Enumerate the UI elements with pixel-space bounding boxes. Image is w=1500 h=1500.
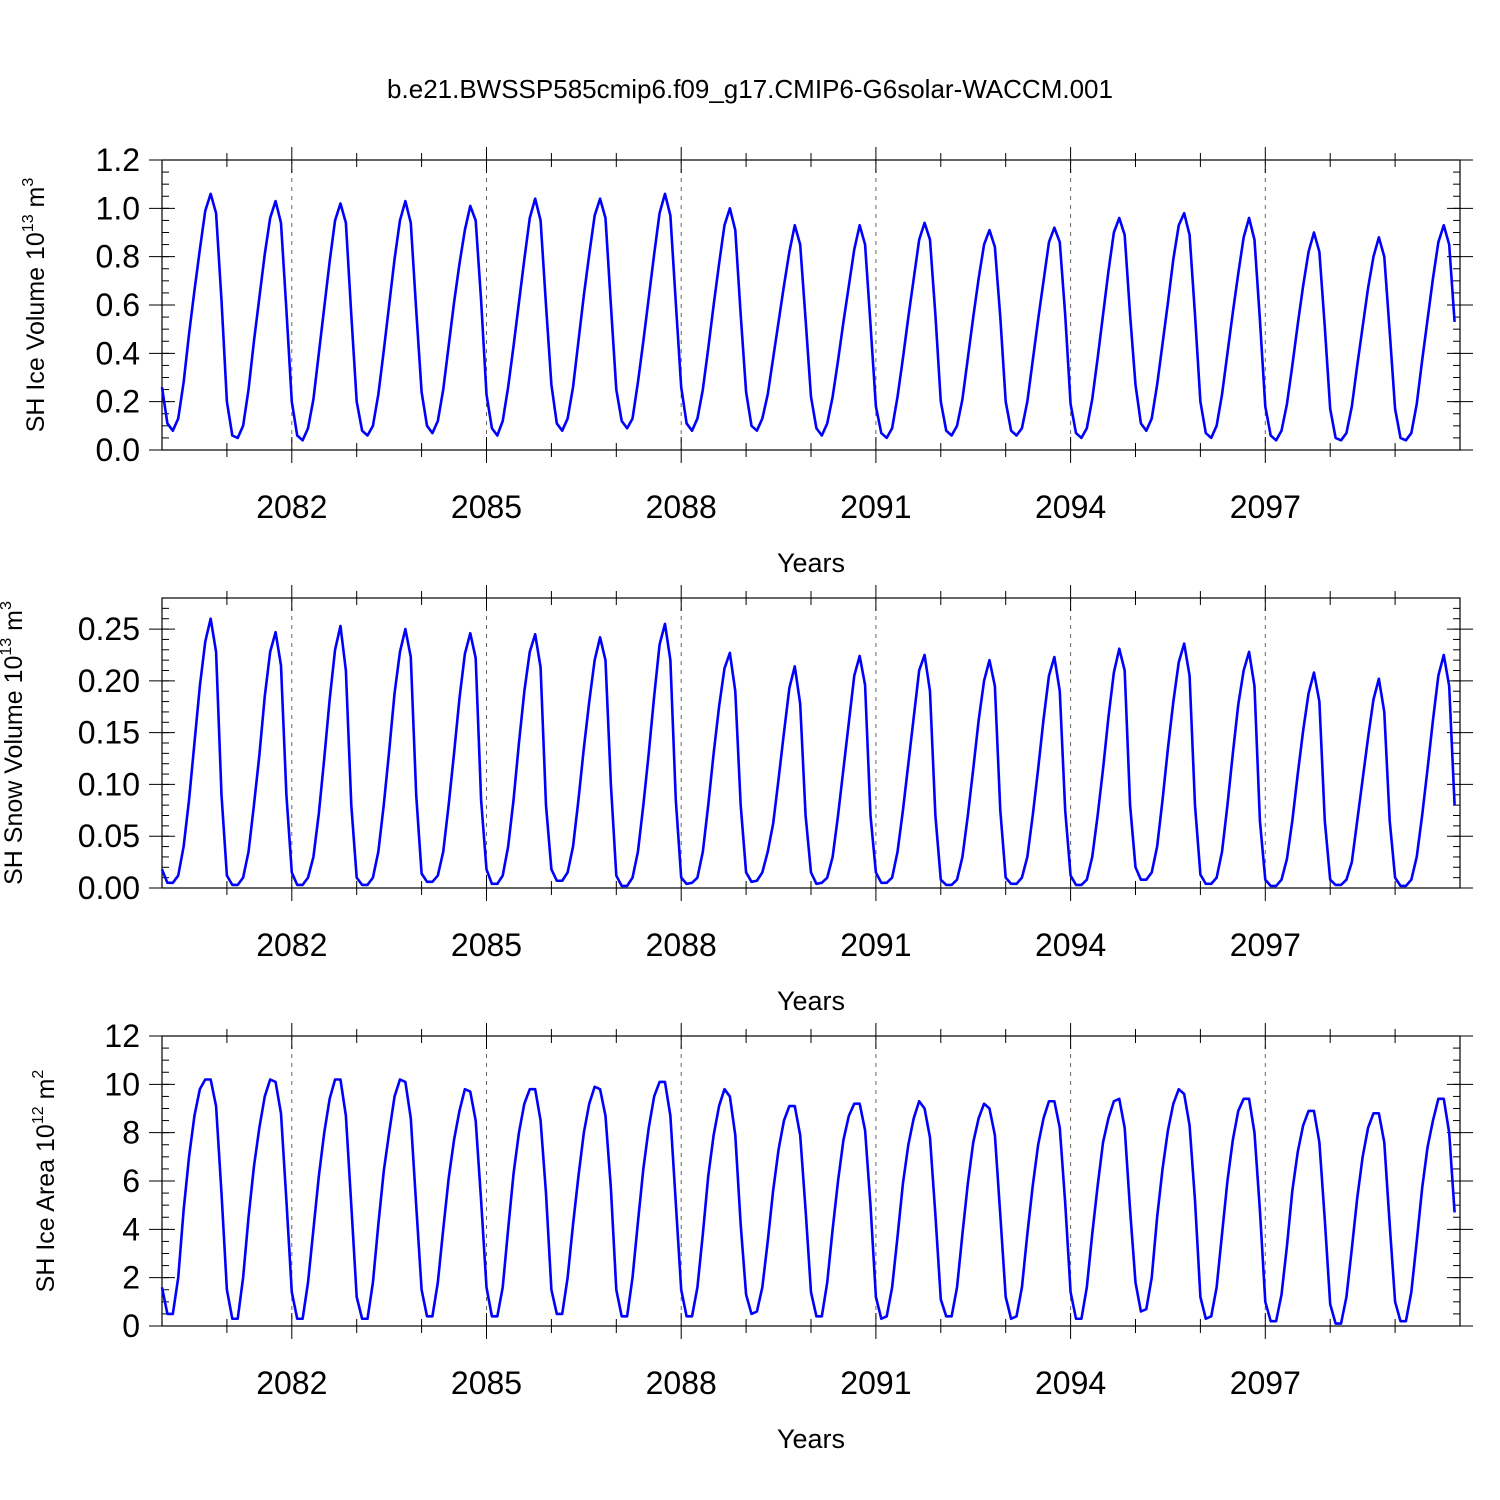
y-tick-label: 1.2 [96,142,140,178]
figure-title: b.e21.BWSSP585cmip6.f09_g17.CMIP6-G6sola… [387,74,1113,104]
y-axis-label-unit: m [22,187,50,215]
y-tick-label: 0.15 [78,715,140,751]
series-line [160,1078,1456,1325]
x-tick-label: 2091 [840,1365,911,1401]
series-line [160,192,1456,442]
x-tick-label: 2097 [1230,927,1301,963]
y-tick-label: 0.0 [96,432,140,468]
y-axis-label-main: SH Ice Area 10 [32,1124,60,1292]
x-axis-label: Years [777,1424,845,1454]
x-tick-label: 2097 [1230,1365,1301,1401]
x-tick-label: 2094 [1035,489,1106,525]
plot-frame [161,159,1461,451]
y-tick-label: 2 [122,1260,140,1296]
y-axis-label-unit-exponent: 2 [30,1070,47,1079]
x-axis-label: Years [777,548,845,578]
y-tick-label: 10 [104,1066,140,1102]
x-tick-label: 2082 [256,1365,327,1401]
x-tick-label: 2082 [256,489,327,525]
x-tick-label: 2085 [451,489,522,525]
y-tick-label: 0.6 [96,287,140,323]
y-axis-label-unit: m [0,610,28,638]
y-tick-label: 4 [122,1211,140,1247]
y-tick-label: 0.4 [96,335,140,371]
y-tick-label: 0.2 [96,384,140,420]
y-axis-label-exponent: 12 [30,1106,47,1124]
y-axis-label-main: SH Snow Volume 10 [0,656,28,885]
y-axis-label-exponent: 13 [0,638,15,656]
y-tick-label: 0.10 [78,766,140,802]
y-axis-label-unit-exponent: 3 [20,178,37,187]
x-tick-label: 2088 [646,489,717,525]
x-tick-label: 2094 [1035,1365,1106,1401]
y-tick-label: 8 [122,1115,140,1151]
chart-panel-1: 0.0 0.2 0.4 0.6 0.8 1.0 1.2 2082 2085 2088 2091 209… [20,142,1473,578]
x-tick-label: 2091 [840,927,911,963]
chart-panel-2: 0.00 0.05 0.10 0.15 0.20 0.25 2082 2085 2088 2091… [0,585,1473,1016]
y-tick-label: 0.20 [78,663,140,699]
x-tick-label: 2088 [646,1365,717,1401]
y-tick-label: 12 [104,1018,140,1054]
x-axis-label: Years [777,986,845,1016]
x-tick-label: 2091 [840,489,911,525]
x-tick-label: 2088 [646,927,717,963]
y-tick-label: 0 [122,1308,140,1344]
y-tick-label: 0.00 [78,870,140,906]
y-tick-label: 0.8 [96,239,140,275]
x-tick-label: 2094 [1035,927,1106,963]
y-axis-label-exponent: 13 [20,214,37,232]
x-tick-label: 2085 [451,927,522,963]
y-tick-label: 6 [122,1163,140,1199]
y-axis-label: SH Ice Area 1012 m2 [30,1070,60,1293]
y-axis-label: SH Ice Volume 1013 m3 [20,178,50,433]
y-tick-label: 0.25 [78,611,140,647]
series-line [160,617,1456,888]
plot-frame [161,1035,1461,1327]
y-axis-label: SH Snow Volume 1013 m3 [0,601,28,885]
x-tick-label: 2097 [1230,489,1301,525]
y-axis-label-main: SH Ice Volume 10 [22,232,50,432]
plot-frame [161,597,1461,889]
chart-panel-3: 0 2 4 6 8 10 12 2082 2085 2088 2091 2094 2097 Years SH… [30,1018,1473,1454]
y-axis-label-unit: m [32,1079,60,1107]
y-axis-label-unit-exponent: 3 [0,601,15,610]
x-tick-label: 2082 [256,927,327,963]
x-tick-label: 2085 [451,1365,522,1401]
y-tick-label: 1.0 [96,190,140,226]
y-tick-label: 0.05 [78,818,140,854]
